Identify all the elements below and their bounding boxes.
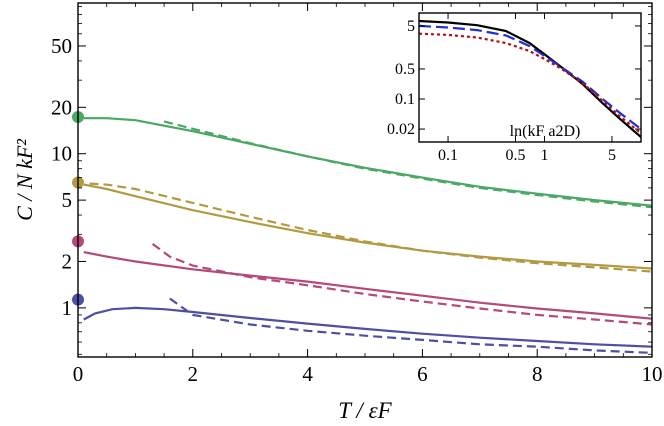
y-tick-label: 10	[51, 142, 72, 166]
series-gold-dashed-line	[89, 182, 653, 273]
inset-x-tick-label: 0.1	[438, 147, 458, 164]
inset-frame	[418, 12, 642, 143]
inset-plot: 0.1 0.5 1 5 5 0.5 0.1 0.02 ln(kF a2D)	[387, 12, 642, 164]
inset-series-solid-black-line	[418, 19, 642, 138]
y-tick-label: 50	[51, 34, 72, 58]
x-tick-label: 10	[642, 362, 663, 386]
inset-y-tick-label: 5	[407, 18, 415, 35]
y-tick-label: 2	[62, 249, 73, 273]
inset-x-tick-label: 0.5	[505, 147, 525, 164]
x-tick-label: 4	[302, 362, 313, 386]
inset-y-tick-label: 0.5	[395, 61, 415, 78]
inset-x-axis-label: ln(kF a2D)	[510, 123, 581, 140]
x-tick-label: 6	[417, 362, 428, 386]
x-tick-label: 8	[532, 362, 543, 386]
series-green-dashed-line	[163, 120, 653, 209]
x-axis-label: T / εF	[338, 398, 392, 423]
inset-series-red-dotted-line	[418, 32, 642, 135]
series-blue-dashed-line	[169, 297, 653, 354]
y-tick-label: 5	[62, 188, 73, 212]
series-magenta-dashed-line	[151, 243, 653, 326]
inset-background	[419, 13, 641, 142]
y-tick-label: 1	[62, 296, 73, 320]
series-blue-solid-line	[83, 306, 653, 348]
inset-x-tick-label: 5	[608, 147, 616, 164]
inset-y-tick-label: 0.02	[387, 121, 415, 138]
y-tick-label: 20	[51, 95, 72, 119]
series-magenta-solid-line	[83, 251, 653, 320]
inset-series-blue-dashed-line	[418, 24, 642, 130]
inset-x-tick-label: 1	[541, 147, 549, 164]
x-tick-label: 0	[73, 362, 84, 386]
x-tick-label: 2	[188, 362, 199, 386]
inset-y-tick-label: 0.1	[395, 91, 415, 108]
y-axis-label: C / N kF²	[12, 139, 37, 221]
series-gold-solid-line	[83, 183, 653, 270]
